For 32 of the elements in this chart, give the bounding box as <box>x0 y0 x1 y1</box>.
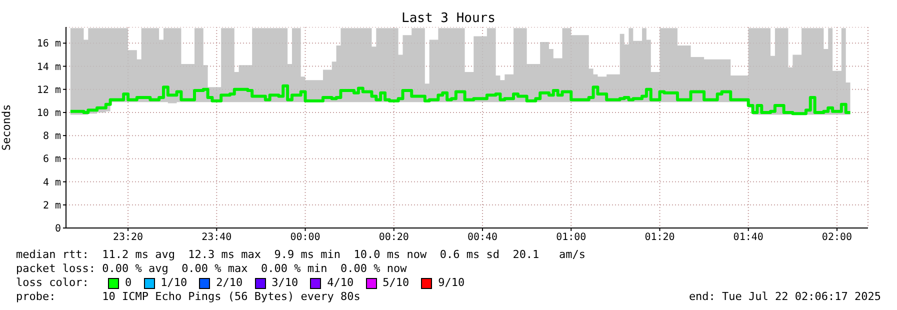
x-tick-label: 02:00 <box>822 232 852 244</box>
text: 2/10 <box>215 276 243 290</box>
x-tick-label: 01:20 <box>644 232 675 244</box>
x-tick-label: 01:40 <box>733 232 764 244</box>
text: packet loss: 0.00 % avg 0.00 % max 0.00 % min 0.00 % now <box>16 262 408 276</box>
text: 5/10 <box>382 276 410 290</box>
y-tick-label: 10 m <box>36 108 61 120</box>
text: 4/10 <box>326 276 354 290</box>
text: 9/10 <box>437 276 465 290</box>
x-tick-label: 00:40 <box>467 232 498 244</box>
text: 1/10 <box>160 276 188 290</box>
text: 3/10 <box>270 276 298 290</box>
y-tick-label: 16 m <box>36 38 61 50</box>
y-tick-label: 2 m <box>42 200 61 212</box>
y-tick-label: 0 <box>54 224 61 235</box>
text: 0 <box>124 276 132 290</box>
y-tick-label: 14 m <box>36 62 61 73</box>
x-tick-label: 00:00 <box>290 232 320 244</box>
text: median rtt: 11.2 ms avg 12.3 ms max 9.9 ms min 10.0 ms now 0.6 ms sd 20.1 am/s <box>16 248 587 262</box>
y-tick-label: 12 m <box>36 84 61 96</box>
text: probe: 10 ICMP Echo Pings (56 Bytes) every 80s <box>16 290 360 304</box>
y-tick-label: 8 m <box>42 131 61 142</box>
x-tick-label: 23:20 <box>112 232 144 244</box>
x-tick-label: 01:00 <box>556 232 586 244</box>
chart-title: Last 3 Hours <box>400 11 496 26</box>
y-tick-label: 6 m <box>42 154 61 166</box>
x-tick-label: 00:20 <box>378 232 409 244</box>
text: end: Tue Jul 22 02:06:17 2025 <box>688 290 881 304</box>
y-tick-label: 4 m <box>42 177 61 188</box>
y-axis-title: Seconds <box>0 104 13 151</box>
text: loss color: <box>16 276 90 290</box>
x-tick-label: 23:40 <box>202 232 232 244</box>
